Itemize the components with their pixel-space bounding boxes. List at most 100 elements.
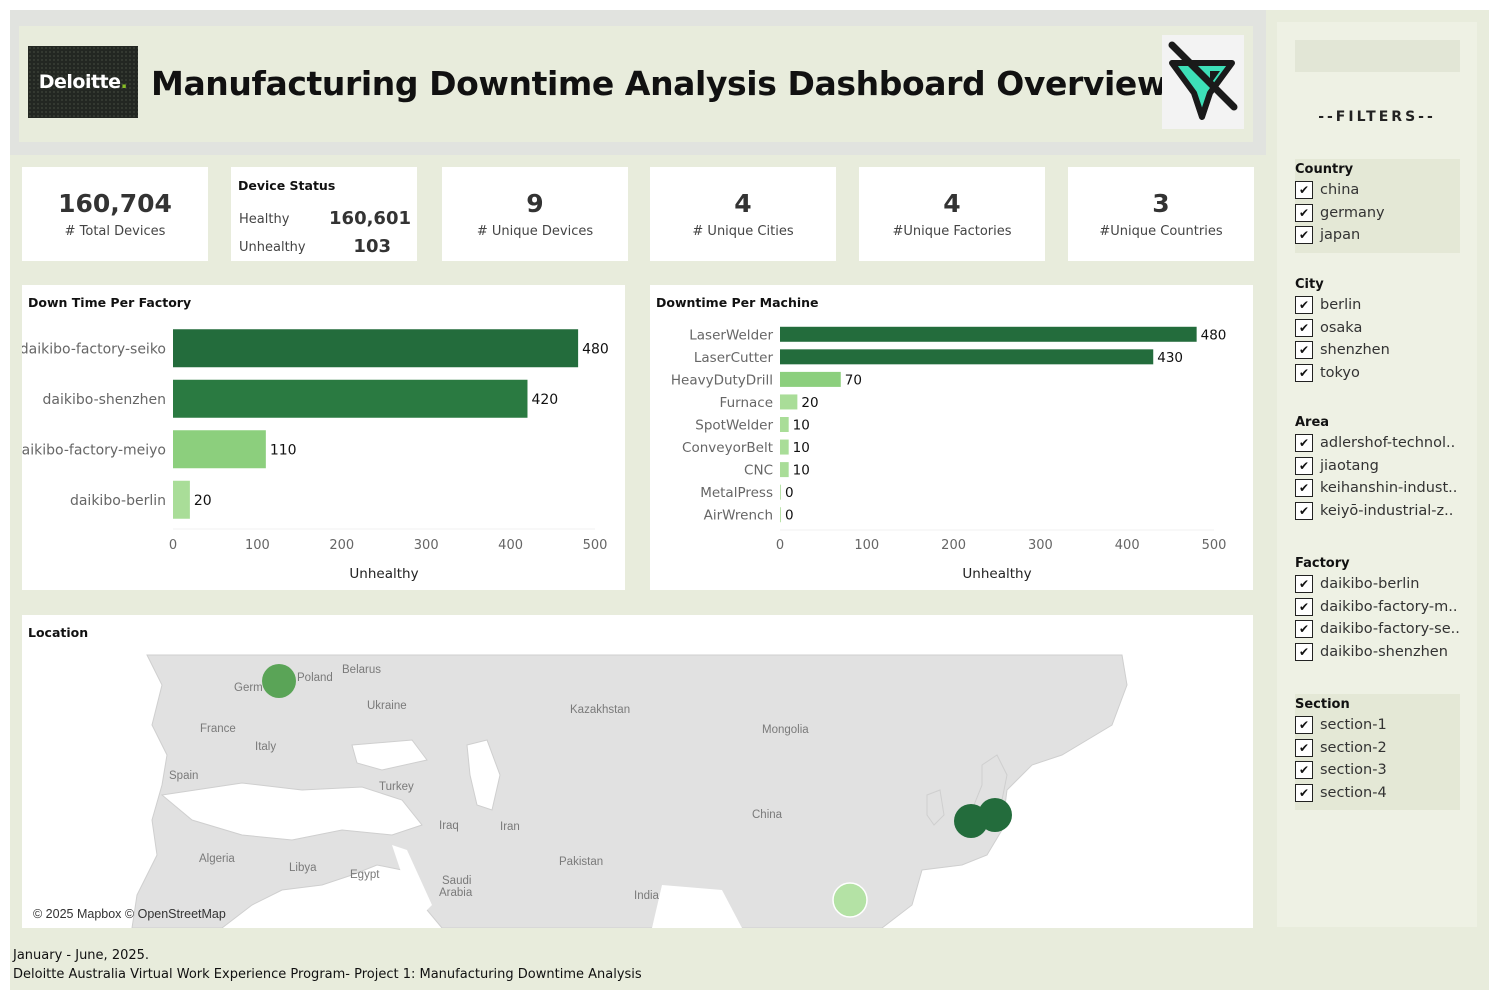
checkbox[interactable]: ✔: [1295, 181, 1313, 200]
category-label: daikibo-berlin: [70, 493, 166, 509]
tick-label: 100: [854, 538, 879, 553]
filter-option[interactable]: ✔ section-2: [1295, 737, 1460, 760]
footer-date: January - June, 2025.: [13, 948, 150, 963]
checkbox[interactable]: ✔: [1295, 226, 1313, 245]
checkbox[interactable]: ✔: [1295, 296, 1313, 315]
category-label: SpotWelder: [695, 418, 773, 434]
filter-option[interactable]: ✔ shenzhen: [1295, 339, 1460, 362]
filter-option-label: china: [1320, 182, 1360, 199]
bar[interactable]: [173, 430, 266, 469]
map-label: Saudi: [442, 875, 471, 887]
filter-option[interactable]: ✔ daikibo-factory-m..: [1295, 596, 1460, 619]
category-label: daikibo-factory-meiyo: [22, 442, 166, 458]
bar[interactable]: [780, 417, 789, 432]
filter-option-label: japan: [1320, 227, 1361, 244]
checkbox[interactable]: ✔: [1295, 597, 1313, 616]
map-label: Pakistan: [559, 856, 603, 868]
checkbox[interactable]: ✔: [1295, 501, 1313, 520]
x-axis-label: Unhealthy: [349, 566, 418, 582]
filter-group-section: Section ✔ section-1 ✔ section-2 ✔ section-3 ✔ se…: [1295, 694, 1460, 810]
filter-option[interactable]: ✔ jiaotang: [1295, 455, 1460, 478]
map-label: Kazakhstan: [570, 704, 630, 716]
filter-option-label: section-1: [1320, 717, 1387, 734]
filter-option[interactable]: ✔ keihanshin-indust..: [1295, 477, 1460, 500]
bar[interactable]: [780, 462, 789, 478]
tick-label: 0: [776, 538, 784, 553]
healthy-value: 160,601: [329, 208, 411, 229]
kpi-unique-cities: 4 # Unique Cities: [650, 167, 836, 261]
category-label: ConveyorBelt: [682, 440, 773, 456]
checkbox[interactable]: ✔: [1295, 642, 1313, 661]
checkbox[interactable]: ✔: [1295, 341, 1313, 360]
kpi-value: 4: [943, 189, 961, 218]
filter-option[interactable]: ✔ daikibo-shenzhen: [1295, 641, 1460, 664]
filter-option[interactable]: ✔ daikibo-factory-se..: [1295, 618, 1460, 641]
value-label: 70: [845, 372, 862, 388]
map-label: China: [752, 809, 783, 821]
checkbox[interactable]: ✔: [1295, 203, 1313, 222]
location-title: Location: [28, 625, 89, 640]
filter-option[interactable]: ✔ osaka: [1295, 317, 1460, 340]
bar[interactable]: [780, 326, 1197, 342]
filter-option[interactable]: ✔ berlin: [1295, 294, 1460, 317]
map-label: Belarus: [342, 664, 381, 676]
bar[interactable]: [780, 371, 841, 387]
filter-option[interactable]: ✔ germany: [1295, 202, 1460, 225]
filter-option[interactable]: ✔ china: [1295, 179, 1460, 202]
map-label: Germ: [234, 682, 263, 694]
checkbox[interactable]: ✔: [1295, 479, 1313, 498]
bar[interactable]: [780, 439, 789, 455]
category-label: daikibo-factory-seiko: [22, 341, 166, 357]
checkbox[interactable]: ✔: [1295, 620, 1313, 639]
category-label: Furnace: [720, 395, 773, 411]
filter-option[interactable]: ✔ section-3: [1295, 759, 1460, 782]
checkbox[interactable]: ✔: [1295, 575, 1313, 594]
value-label: 480: [582, 341, 609, 357]
checkbox[interactable]: ✔: [1295, 716, 1313, 735]
bar[interactable]: [780, 507, 781, 523]
filter-option[interactable]: ✔ daikibo-berlin: [1295, 573, 1460, 596]
filter-group-title: Country: [1295, 162, 1354, 177]
map-marker-berlin[interactable]: [262, 664, 296, 698]
filter-option[interactable]: ✔ keiyō-industrial-z..: [1295, 500, 1460, 523]
value-label: 10: [793, 440, 810, 456]
filter-option[interactable]: ✔ tokyo: [1295, 362, 1460, 385]
bar[interactable]: [780, 394, 798, 410]
tick-label: 300: [414, 538, 439, 553]
filter-group-title: Area: [1295, 415, 1330, 430]
bar[interactable]: [173, 480, 190, 519]
map-label: Turkey: [379, 781, 414, 793]
filter-option[interactable]: ✔ section-1: [1295, 714, 1460, 737]
map-marker-osaka[interactable]: [954, 804, 988, 838]
category-label: LaserWelder: [689, 327, 773, 343]
checkbox[interactable]: ✔: [1295, 318, 1313, 337]
map-marker-shenzhen[interactable]: [832, 882, 868, 918]
filter-group-title: Section: [1295, 697, 1350, 712]
filter-option-label: daikibo-factory-se..: [1320, 621, 1460, 638]
deloitte-logo: Deloitte.: [28, 46, 138, 118]
checkbox[interactable]: ✔: [1295, 738, 1313, 757]
filter-option[interactable]: ✔ section-4: [1295, 782, 1460, 805]
checkbox[interactable]: ✔: [1295, 783, 1313, 802]
tick-label: 400: [498, 538, 523, 553]
bar[interactable]: [780, 349, 1154, 365]
checkbox[interactable]: ✔: [1295, 456, 1313, 475]
filter-option-label: section-2: [1320, 739, 1387, 756]
kpi-value: 9: [526, 189, 544, 218]
checkbox[interactable]: ✔: [1295, 363, 1313, 382]
bar[interactable]: [173, 329, 579, 368]
filter-option[interactable]: ✔ japan: [1295, 224, 1460, 247]
category-label: CNC: [744, 463, 773, 479]
filter-search-box[interactable]: [1295, 40, 1460, 72]
bar[interactable]: [780, 484, 781, 500]
filter-option[interactable]: ✔ adlershof-technol..: [1295, 432, 1460, 455]
checkbox[interactable]: ✔: [1295, 761, 1313, 780]
tick-label: 500: [583, 538, 608, 553]
filter-option-label: jiaotang: [1320, 457, 1379, 474]
location-map[interactable]: Belarus Poland Germ Ukraine France Italy…: [22, 615, 1253, 928]
checkbox[interactable]: ✔: [1295, 434, 1313, 453]
bar[interactable]: [173, 379, 528, 418]
value-label: 10: [793, 418, 810, 434]
tick-label: 0: [169, 538, 177, 553]
value-label: 430: [1157, 350, 1183, 366]
